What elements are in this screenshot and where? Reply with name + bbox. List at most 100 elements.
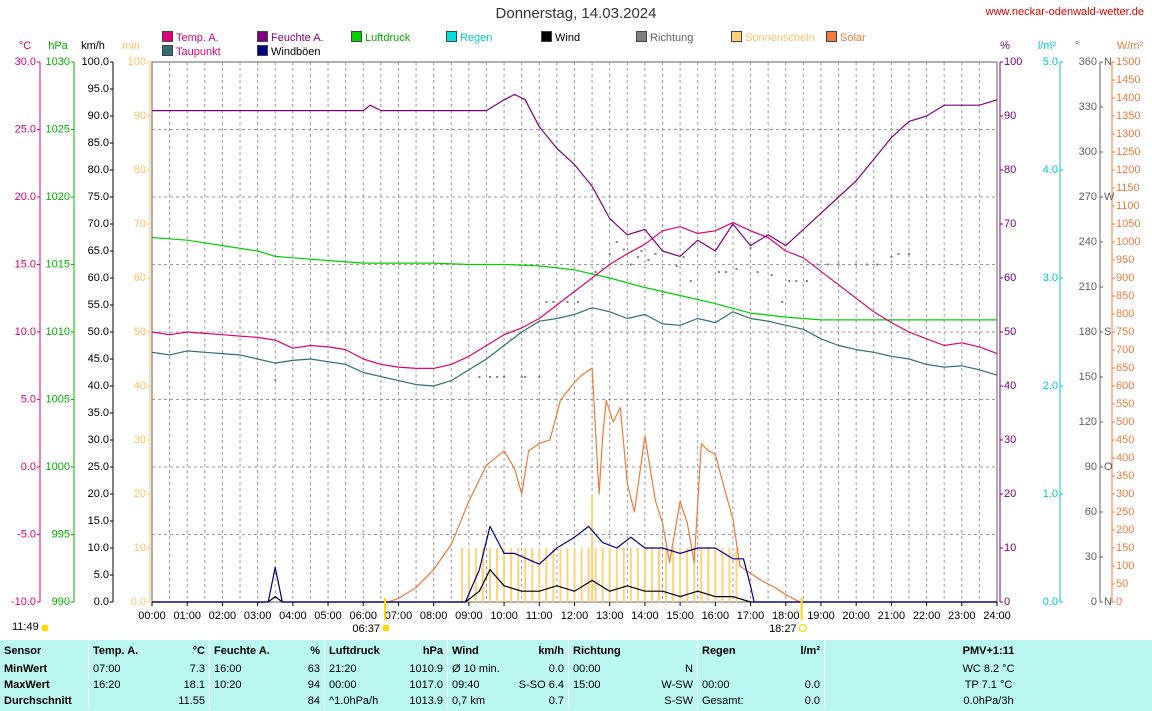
dir-tick-label: 150 <box>1079 371 1097 383</box>
tick-labels: 00:00 01:00 02:00 03:00 04:00 05:00 06:00 07:00… <box>11 56 1141 622</box>
humidity-tick-label: 80 <box>1004 164 1016 176</box>
direction-point <box>855 263 858 266</box>
solar-tick-label: 400 <box>1116 452 1134 464</box>
stats-cell: ^1.0hPa/h <box>324 693 393 709</box>
legend-solar: Solar <box>826 31 866 44</box>
stats-cell: 1010.9 <box>409 663 443 675</box>
wind-tick-label: 60.0 <box>88 272 109 284</box>
series-feuchte-a- <box>152 93 998 257</box>
direction-point <box>496 376 499 378</box>
stats-cell: N <box>685 663 693 675</box>
direction-point <box>538 376 541 378</box>
legend-swatch <box>731 31 742 42</box>
direction-point <box>524 376 527 378</box>
x-tick-label: 06:00 <box>349 610 377 622</box>
stats-col-press-unit: hPa <box>422 644 443 657</box>
series-windb-en <box>152 525 997 603</box>
wind-tick-label: 90.0 <box>88 110 109 122</box>
solar-tick-label: 300 <box>1116 488 1134 500</box>
solar-tick-label: 350 <box>1116 470 1134 482</box>
direction-point <box>890 256 893 258</box>
legend-swatch <box>257 45 268 56</box>
solar-tick-label: 1500 <box>1116 56 1140 68</box>
stats-col-wind-unit: km/h <box>538 644 564 657</box>
legend-temp: Temp. A. <box>162 31 219 44</box>
solar-tick-label: 0 <box>1116 596 1122 608</box>
x-tick-label: 00:00 <box>138 610 166 622</box>
legend-swatch <box>541 31 552 42</box>
solar-tick-label: 1400 <box>1116 92 1140 104</box>
stats-cell: WC 8.2 °C <box>824 661 1152 677</box>
temp-tick-label: 0.0 <box>21 461 36 473</box>
humidity-tick-label: 0 <box>1004 596 1010 608</box>
stats-label: MinWert <box>4 663 48 675</box>
stats-label: Durchschnitt <box>4 695 72 707</box>
stats-cell: 11.55 <box>178 695 205 707</box>
sun-tick-label: 70 <box>134 218 146 230</box>
direction-point <box>577 301 580 303</box>
series-solar <box>387 367 801 603</box>
solar-tick-label: 150 <box>1116 542 1134 554</box>
x-tick-label: 18:00 <box>772 610 800 622</box>
humidity-unit: % <box>1000 40 1010 52</box>
humidity-tick-label: 30 <box>1004 434 1016 446</box>
direction-point <box>795 280 798 282</box>
wind-tick-label: 70.0 <box>88 218 109 230</box>
solar-tick-label: 750 <box>1116 326 1134 338</box>
stats-col-hum: Feuchte A. <box>209 640 278 661</box>
stats-cell <box>766 661 825 677</box>
direction-point <box>552 301 555 303</box>
direction-point <box>876 263 879 266</box>
x-tick-label: 04:00 <box>279 610 307 622</box>
stats-cell: Gesamt: <box>697 693 766 709</box>
direction-point <box>520 376 523 378</box>
site-link[interactable]: www.neckar-odenwald-wetter.de <box>985 6 1144 18</box>
legend-wind: Wind <box>541 31 580 44</box>
solar-tick-label: 1200 <box>1116 164 1140 176</box>
x-tick-label: 14:00 <box>631 610 659 622</box>
solar-tick-label: 200 <box>1116 524 1134 536</box>
temp-tick-label: -10.0 <box>11 596 36 608</box>
direction-point <box>749 247 752 249</box>
temp-tick-label: 10.0 <box>15 326 36 338</box>
solar-tick-label: 600 <box>1116 380 1134 392</box>
solar-tick-label: 1100 <box>1116 200 1140 212</box>
series-temp-a- <box>151 222 998 369</box>
stats-cell: 84 <box>307 695 320 707</box>
direction-point <box>503 376 506 378</box>
solar-tick-label: 250 <box>1116 506 1134 518</box>
stats-label: MaxWert <box>4 679 50 691</box>
pressure-tick-label: 995 <box>52 528 70 540</box>
legend-gusts: Windböen <box>257 45 321 58</box>
stats-cell: 0.0 <box>804 695 820 707</box>
dir-tick-label: 90 <box>1085 461 1097 473</box>
stats-cell: S-SW <box>664 695 693 707</box>
solar-tick-label: 950 <box>1116 254 1134 266</box>
x-tick-label: 24:00 <box>983 610 1011 622</box>
series-lines <box>151 93 998 603</box>
wind-tick-label: 80.0 <box>88 164 109 176</box>
solar-tick-label: 800 <box>1116 308 1134 320</box>
legend-swatch <box>446 31 457 42</box>
wind-tick-label: 35.0 <box>88 407 109 419</box>
stats-table: Sensor Temp. A. °C Feuchte A. % Luftdruc… <box>0 640 1152 709</box>
x-tick-label: 21:00 <box>878 610 906 622</box>
legend-swatch <box>257 31 268 42</box>
wind-tick-label: 15.0 <box>88 515 109 527</box>
stats-cell <box>88 693 157 709</box>
direction-point <box>756 271 759 273</box>
wind-tick-label: 45.0 <box>88 353 109 365</box>
pressure-tick-label: 1030 <box>46 56 70 68</box>
legend-swatch <box>351 31 362 42</box>
stats-cell: 63 <box>307 663 320 675</box>
solar-tick-label: 1150 <box>1116 182 1140 194</box>
temp-tick-label: 20.0 <box>15 191 36 203</box>
sun-tick-label: 80 <box>134 164 146 176</box>
dir-tick-label: 210 <box>1079 281 1097 293</box>
pressure-tick-label: 1025 <box>46 123 70 135</box>
sun-unit: min <box>122 40 140 52</box>
direction-point <box>478 376 481 378</box>
x-tick-label: 10:00 <box>490 610 518 622</box>
rain-tick-label: 3.0 <box>1043 272 1058 284</box>
wind-tick-label: 10.0 <box>88 542 109 554</box>
